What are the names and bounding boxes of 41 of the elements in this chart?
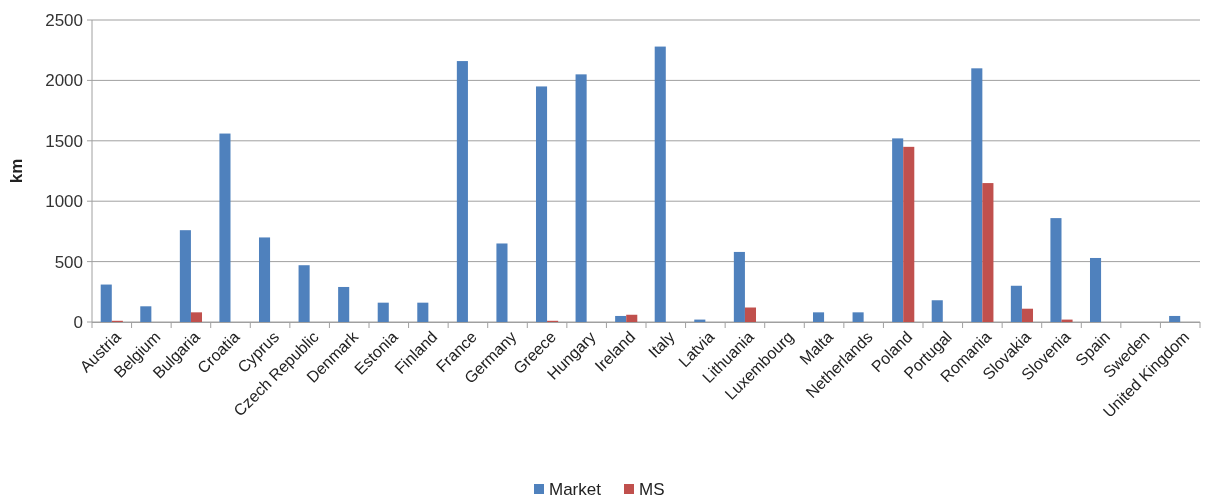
bar — [1169, 315, 1181, 322]
bar — [140, 306, 152, 322]
bar — [931, 300, 943, 322]
bar — [852, 312, 864, 322]
bar — [258, 237, 271, 322]
bar — [733, 251, 745, 322]
bar — [179, 230, 191, 322]
y-tick-label: 2500 — [45, 10, 83, 30]
bar — [812, 312, 825, 322]
bar — [1010, 285, 1022, 322]
bar — [1089, 257, 1102, 322]
bar — [190, 312, 203, 322]
bar — [654, 46, 666, 322]
bar — [971, 68, 983, 322]
bar — [496, 243, 508, 322]
bar — [744, 307, 757, 322]
y-tick-label: 500 — [54, 252, 83, 272]
bar — [892, 138, 904, 322]
bar — [626, 314, 638, 322]
bar — [575, 74, 587, 322]
bar — [456, 61, 468, 322]
bar — [377, 302, 389, 322]
bar — [219, 133, 231, 322]
bar — [417, 302, 429, 322]
bar — [615, 315, 627, 322]
bar — [903, 146, 915, 322]
bar — [298, 265, 310, 322]
bar — [100, 284, 112, 322]
bar — [338, 286, 350, 322]
y-axis-title: km — [7, 158, 26, 184]
bar — [535, 86, 548, 322]
x-tick-label: Italy — [645, 328, 678, 361]
bar — [982, 183, 994, 322]
y-tick-label: 2000 — [45, 71, 83, 91]
bar — [1021, 308, 1034, 322]
y-tick-label: 1500 — [45, 131, 83, 151]
legend-label: MS — [639, 479, 665, 498]
y-tick-label: 1000 — [45, 192, 83, 212]
y-tick-label: 0 — [73, 312, 83, 332]
bar — [1050, 218, 1062, 322]
legend-label: Market — [549, 479, 602, 498]
